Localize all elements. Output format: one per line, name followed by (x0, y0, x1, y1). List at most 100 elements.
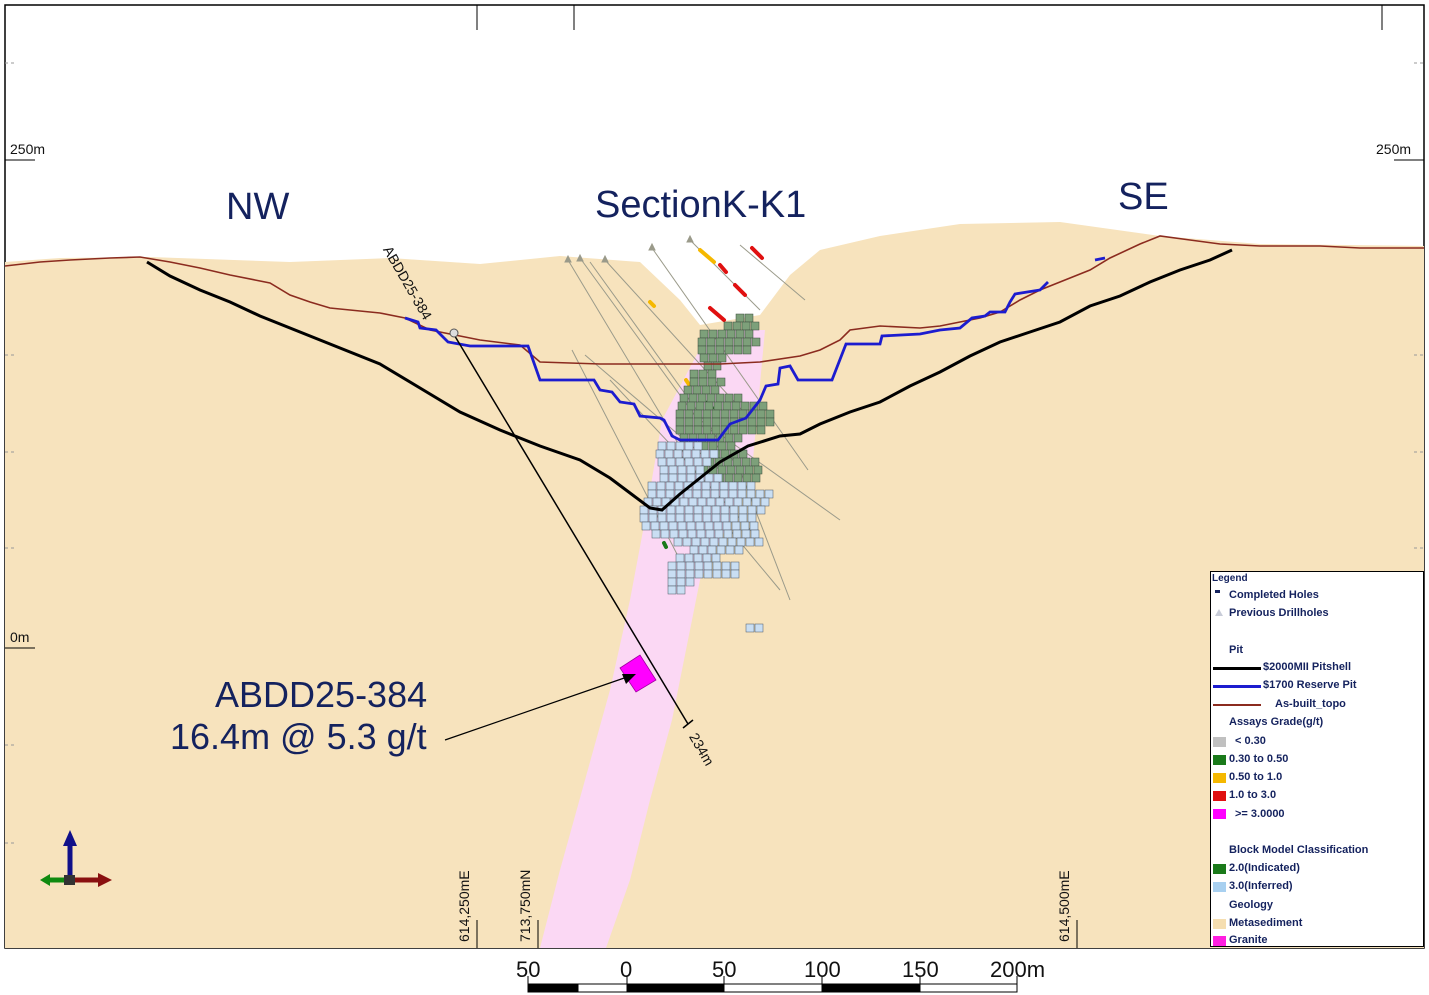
indicated-block-cell (708, 329, 718, 339)
inferred-block-cell (710, 481, 720, 491)
inferred-block-cell (689, 545, 699, 555)
indicated-block-cell (742, 473, 752, 483)
inferred-block-cell (756, 505, 766, 515)
inferred-block-cell (664, 449, 674, 459)
inferred-block-cell (731, 521, 741, 531)
inferred-block-cell (657, 441, 667, 451)
inferred-block-cell (677, 473, 687, 483)
inferred-block-cell (659, 521, 669, 531)
indicated-block-cell (699, 329, 709, 339)
inferred-block-cell (647, 481, 657, 491)
inferred-block-cell (721, 561, 731, 571)
indicated-block-cell (733, 473, 743, 483)
inferred-block-cell (675, 457, 685, 467)
inferred-block-cell (723, 529, 733, 539)
legend-reserve-pit-line (1213, 685, 1261, 688)
indicated-block-cell (741, 321, 751, 331)
legend-title: Legend (1212, 573, 1248, 584)
inferred-block-cell (676, 577, 686, 587)
inferred-block-cell (701, 481, 711, 491)
grid-ticks (5, 5, 1424, 948)
legend-geology-header: Geology (1229, 899, 1274, 911)
inferred-block-cell (655, 449, 665, 459)
indicated-block-cell (729, 409, 739, 419)
inferred-block-cell (729, 505, 739, 515)
indicated-block-cell (740, 401, 750, 411)
inferred-block-cell (714, 529, 724, 539)
inferred-block-cell (711, 553, 721, 563)
reserve-pit-line-upper (1094, 256, 1106, 262)
indicated-block-cell (708, 441, 718, 451)
inferred-block-cell (704, 473, 714, 483)
inferred-block-cell (693, 553, 703, 563)
indicated-block-cell (686, 401, 696, 411)
se-label: SE (1118, 176, 1169, 218)
indicated-block-cell (698, 377, 708, 387)
indicated-block-cell (702, 417, 712, 427)
indicated-block-cell (684, 425, 694, 435)
grid-dashes (5, 62, 1424, 844)
indicated-block-cell (726, 441, 736, 451)
inferred-block-cell (693, 513, 703, 523)
inferred-block-cell (667, 561, 677, 571)
inferred-block-cell (650, 521, 660, 531)
inferred-block-cell (695, 465, 705, 475)
legend-panel: Legend Completed Holes Previous Drillhol… (1210, 571, 1424, 947)
inferred-block-cell (693, 441, 703, 451)
inferred-block-cell (668, 521, 678, 531)
elevation-label-left-250: 250m (10, 141, 46, 157)
as-built-topo-line (4, 235, 1424, 365)
indicated-block-cell (697, 393, 707, 403)
indicated-block-cell (684, 409, 694, 419)
drillhole-abdd25-384 (452, 332, 689, 725)
indicated-block-cell (742, 345, 752, 355)
legend-block-header: Block Model Classification (1229, 844, 1369, 856)
inferred-block-cell (660, 529, 670, 539)
legend-assay-swatch-1 (1213, 755, 1226, 765)
inferred-block-cell (666, 441, 676, 451)
indicated-block-cell (713, 401, 723, 411)
inferred-block-cell (652, 497, 662, 507)
inferred-block-cell (718, 537, 728, 547)
inferred-block-cell (693, 505, 703, 515)
legend-assay-1: 0.30 to 0.50 (1229, 753, 1289, 765)
legend-pit-header: Pit (1229, 644, 1244, 656)
indicated-block-cell (742, 337, 752, 347)
inferred-block-cell (667, 569, 677, 579)
legend-as-built-line (1213, 704, 1261, 706)
scale-bar (527, 976, 1018, 993)
inferred-block-cell (677, 465, 687, 475)
indicated-block-cell (732, 321, 742, 331)
inferred-block-cell (725, 545, 735, 555)
inferred-block-cell (668, 465, 678, 475)
inferred-block-cell (749, 521, 759, 531)
inferred-block-cell (666, 457, 676, 467)
legend-geology-swatch-1 (1213, 936, 1226, 946)
inferred-block-cell (738, 513, 748, 523)
indicated-block-cell (729, 425, 739, 435)
inferred-block-cell (712, 569, 722, 579)
scale-label-1: 0 (620, 957, 633, 982)
indicated-block-cell (726, 329, 736, 339)
inferred-block-cell (676, 561, 686, 571)
northing-label-713750: 713,750mN (517, 869, 533, 942)
drillhole-collar (449, 328, 459, 338)
inferred-block-cell (741, 529, 751, 539)
pitshell-line (146, 248, 1233, 512)
indicated-block-cell (733, 433, 743, 443)
inferred-block-cell (713, 521, 723, 531)
inferred-block-cell (746, 481, 756, 491)
easting-label-614500: 614,500mE (1056, 870, 1072, 942)
inferred-block-cell (701, 489, 711, 499)
inferred-block-cell (668, 473, 678, 483)
indicated-block-cell (751, 473, 761, 483)
inferred-block-cell (719, 489, 729, 499)
indicated-block-cell (708, 353, 718, 363)
metasediment-ground (5, 222, 1424, 948)
inferred-block-cell (688, 497, 698, 507)
inferred-block-cell (675, 441, 685, 451)
inferred-block-cell (710, 489, 720, 499)
indicated-block-cell (724, 337, 734, 347)
inferred-block-cell (733, 497, 743, 507)
indicated-block-cell (688, 393, 698, 403)
